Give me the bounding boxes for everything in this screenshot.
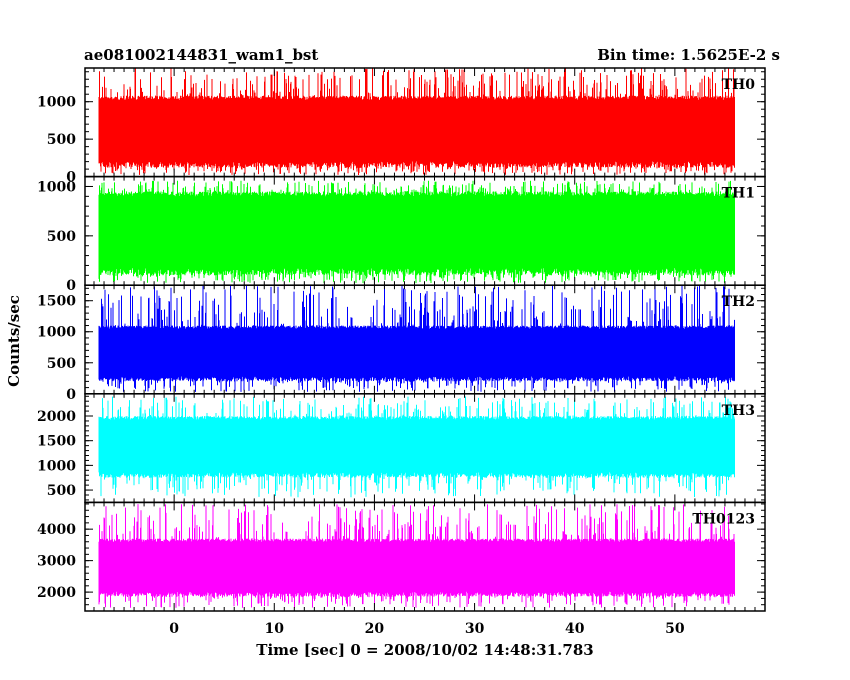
x-tick-label: 50 xyxy=(665,621,685,637)
panel-label: TH0123 xyxy=(692,511,755,527)
y-tick-label: 0 xyxy=(66,278,76,294)
panel-th3: 500 1000 1500 2000 TH3 xyxy=(37,393,766,504)
chart-title-left: ae081002144831_wam1_bst xyxy=(84,46,318,64)
series-th3 xyxy=(98,396,735,498)
y-tick-label: 500 xyxy=(47,132,76,148)
y-tick-label: 500 xyxy=(47,483,76,499)
panel-th2: 0 500 1000 1500 TH2 xyxy=(37,284,766,403)
y-tick-label: 1500 xyxy=(37,434,76,450)
panel-frame xyxy=(84,501,766,612)
x-tick-label: 10 xyxy=(265,621,285,637)
chart-title-right: Bin time: 1.5625E-2 s xyxy=(597,46,780,64)
series-th1 xyxy=(98,180,735,284)
y-tick-label: 0 xyxy=(66,170,76,186)
y-tick-label: 1000 xyxy=(37,95,76,111)
panel-label: TH1 xyxy=(722,186,755,202)
panel-th1: 0 500 1000 TH1 xyxy=(37,175,766,294)
panel-label: TH3 xyxy=(722,403,755,419)
y-tick-label: 2000 xyxy=(37,409,76,425)
series-th0123 xyxy=(98,504,735,608)
x-tick-label: 20 xyxy=(365,621,385,637)
series-th0 xyxy=(98,68,735,175)
y-tick-label: 500 xyxy=(47,356,76,372)
y-tick-label: 500 xyxy=(47,229,76,245)
y-tick-label: 4000 xyxy=(37,522,76,538)
x-axis-label: Time [sec] 0 = 2008/10/02 14:48:31.783 xyxy=(256,641,593,659)
x-tick-label: 40 xyxy=(565,621,585,637)
series-th2 xyxy=(98,285,735,392)
x-tick-label: 0 xyxy=(169,621,179,637)
y-tick-label: 3000 xyxy=(37,554,76,570)
y-tick-label: 1000 xyxy=(37,325,76,341)
y-tick-label: 1000 xyxy=(37,179,76,195)
y-tick-label: 1500 xyxy=(37,294,76,310)
y-tick-label: 2000 xyxy=(37,585,76,601)
y-tick-label: 1000 xyxy=(37,458,76,474)
panel-label: TH2 xyxy=(722,294,755,310)
x-tick-label: 30 xyxy=(465,621,485,637)
panel-label: TH0 xyxy=(722,77,756,93)
y-tick-label: 0 xyxy=(66,387,76,403)
panel-th0: 0 500 1000 TH0 xyxy=(37,67,766,186)
panel-th0123: 2000 3000 4000 TH0123 xyxy=(37,501,766,612)
y-axis-label: Counts/sec xyxy=(5,295,23,387)
